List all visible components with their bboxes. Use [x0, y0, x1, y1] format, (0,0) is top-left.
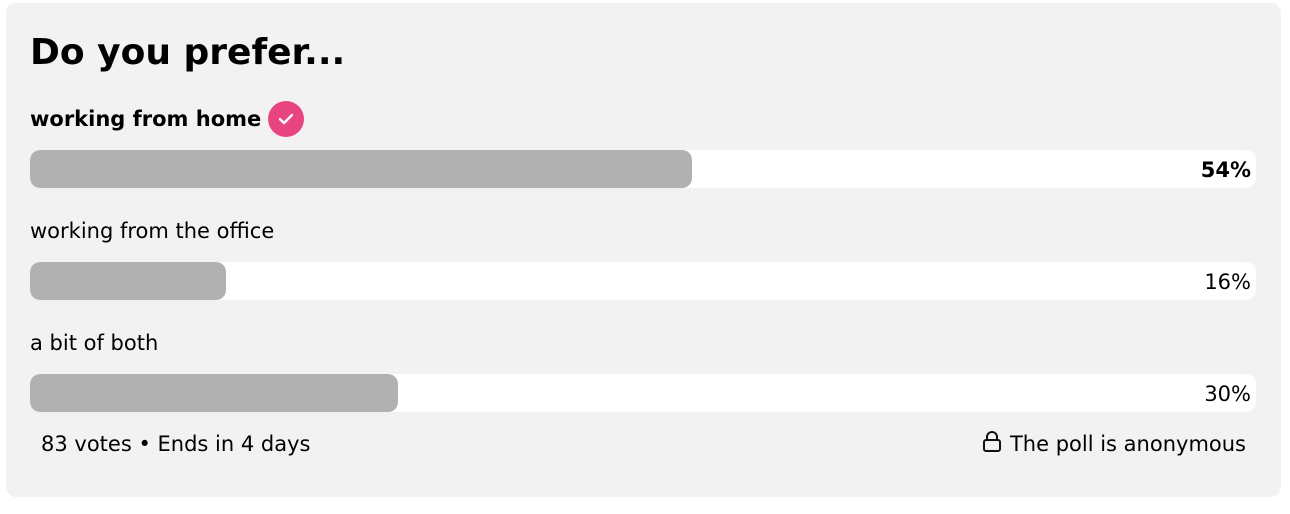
anonymous-notice-text: The poll is anonymous [1009, 432, 1246, 456]
result-bar-track: 54% [30, 150, 1256, 188]
option-label-row: working from the office [30, 213, 274, 249]
option-label-row: working from home [30, 101, 305, 137]
result-percent: 54% [1200, 158, 1251, 182]
option-label: working from the office [30, 219, 275, 243]
result-bar-fill [30, 262, 227, 300]
poll-option-working-from-home: working from home 54% [30, 101, 1256, 191]
poll-meta: 83 votes • Ends in 4 days [41, 432, 311, 456]
result-bar-track: 30% [30, 374, 1256, 412]
check-icon [268, 101, 305, 137]
result-bar-fill [30, 374, 398, 412]
result-bar-track: 16% [30, 262, 1256, 300]
poll-title: Do you prefer... [30, 32, 346, 73]
poll-card: Do you prefer... working from home 54% w… [6, 3, 1281, 497]
option-label: working from home [30, 107, 262, 131]
result-bar-fill [30, 150, 693, 188]
result-percent: 30% [1204, 382, 1251, 406]
poll-option-a-bit-of-both: a bit of both 30% [30, 325, 1256, 415]
result-percent: 16% [1204, 270, 1251, 294]
option-label-row: a bit of both [30, 325, 158, 361]
poll-option-working-from-office: working from the office 16% [30, 213, 1256, 303]
option-label: a bit of both [30, 331, 159, 355]
lock-icon [982, 430, 1002, 458]
anonymous-notice: The poll is anonymous [982, 428, 1246, 460]
